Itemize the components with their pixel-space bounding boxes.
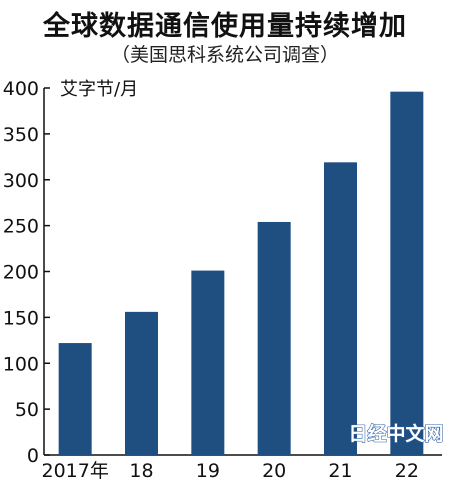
y-tick-label: 300 [3,170,39,192]
y-tick-label: 400 [3,78,39,100]
bar-18 [125,311,158,455]
y-tick-label: 0 [27,445,39,467]
x-tick-label: 20 [262,460,286,482]
bar-22 [390,91,424,456]
x-tick-label: 2017年 [41,460,108,482]
bar-21 [324,162,357,455]
x-tick-label: 21 [328,460,352,482]
x-tick-label: 18 [129,460,153,482]
y-tick-label: 50 [15,399,39,421]
y-tick-label: 100 [3,353,39,375]
x-tick-label: 22 [395,460,419,482]
y-tick-label: 250 [3,216,39,238]
watermark-text: 日经中文网 [348,422,443,445]
bar-20 [257,221,291,455]
chart-subtitle: （美国思科系统公司调查） [110,44,339,66]
chart-title: 全球数据通信使用量持续增加 [43,11,407,42]
y-tick-label: 150 [3,307,39,329]
y-ticks: 0 50 100 150 200 250 300 350 400 [3,78,50,467]
y-tick-label: 350 [3,124,39,146]
x-tick-label: 19 [196,460,220,482]
y-axis-unit-label: 艾字节/月 [60,79,138,100]
x-tick-labels: 2017年 18 19 20 21 22 [41,460,418,482]
y-tick-label: 200 [3,262,39,284]
bar-19 [191,270,225,455]
bar-2017年 [58,343,92,455]
bars [58,91,424,456]
